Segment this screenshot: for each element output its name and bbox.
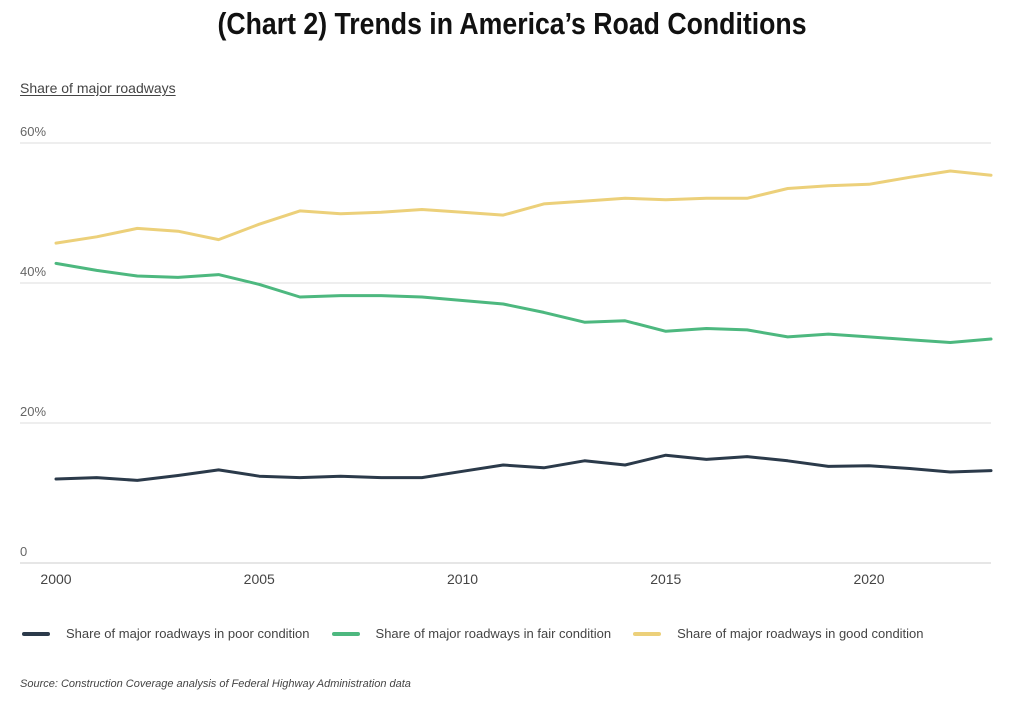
x-tick-label-2010: 2010 xyxy=(447,571,478,587)
legend-swatch-fair xyxy=(331,631,360,636)
legend-swatch-poor xyxy=(22,631,50,636)
legend-label-fair: Share of major roadways in fair conditio… xyxy=(375,626,612,641)
y-tick-label-20: 20% xyxy=(20,404,46,419)
legend-label-good: Share of major roadways in good conditio… xyxy=(677,626,924,641)
x-tick-label-2020: 2020 xyxy=(853,571,884,587)
source-note: Source: Construction Coverage analysis o… xyxy=(20,678,411,690)
x-tick-label-2015: 2015 xyxy=(650,571,681,587)
legend: Share of major roadways in poor conditio… xyxy=(22,626,946,641)
x-axis-tick-labels: 2000 2005 2010 2015 2020 xyxy=(40,571,884,587)
y-tick-label-0: 0 xyxy=(20,544,27,559)
legend-item-poor: Share of major roadways in poor conditio… xyxy=(22,626,310,641)
legend-item-fair: Share of major roadways in fair conditio… xyxy=(331,626,612,641)
y-tick-label-40: 40% xyxy=(20,264,46,279)
legend-item-good: Share of major roadways in good conditio… xyxy=(633,626,924,641)
legend-swatch-good xyxy=(633,631,662,636)
chart-title: (Chart 2) Trends in America’s Road Condi… xyxy=(217,6,807,41)
series-line-2 xyxy=(54,169,993,245)
y-axis-tick-labels: 0 20% 40% 60% xyxy=(20,124,46,559)
y-tick-label-60: 60% xyxy=(20,124,46,139)
y-axis-title: Share of major roadways xyxy=(20,80,176,96)
grid-lines xyxy=(20,142,991,564)
x-tick-label-2000: 2000 xyxy=(40,571,71,587)
legend-label-poor: Share of major roadways in poor conditio… xyxy=(66,626,310,641)
series-lines xyxy=(54,169,993,482)
x-tick-label-2005: 2005 xyxy=(244,571,275,587)
series-line-0 xyxy=(54,453,993,482)
series-line-1 xyxy=(54,261,993,344)
